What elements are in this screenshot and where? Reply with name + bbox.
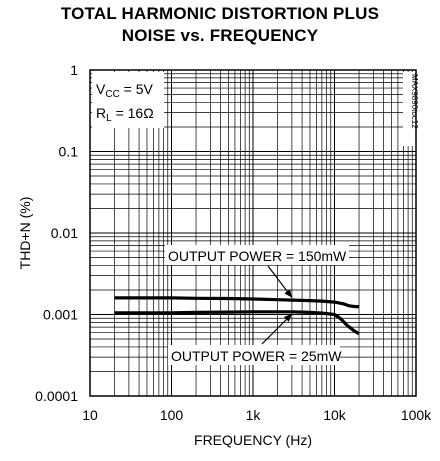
y-axis-label: THD+N (%) <box>17 197 33 270</box>
annotation-arrows <box>261 265 293 345</box>
plot-frame <box>89 69 417 397</box>
annotation-150mw-bg <box>165 245 349 265</box>
doc-id-bg <box>403 72 415 146</box>
x-tick-label: 100k <box>401 407 432 423</box>
y-tick-label: 1 <box>70 62 78 78</box>
x-tick-label: 1k <box>246 407 262 423</box>
doc-id: MAX9890toc12 <box>410 74 419 129</box>
x-tick-label: 10 <box>82 407 98 423</box>
y-tick-label: 0.001 <box>43 307 78 323</box>
x-axis-label: FREQUENCY (Hz) <box>194 432 312 448</box>
conditions-box <box>92 72 164 128</box>
arrow-150mw-head <box>284 289 292 298</box>
chart-title-line2: NOISE vs. FREQUENCY <box>121 26 319 45</box>
y-tick-label: 0.0001 <box>35 388 78 404</box>
x-tick-label: 10k <box>323 407 347 423</box>
annotation-25mw-bg <box>168 345 340 365</box>
chart-title-line1: TOTAL HARMONIC DISTORTION PLUS <box>60 4 380 23</box>
series-line-0 <box>114 296 359 309</box>
rl-condition: RL = 16Ω <box>96 105 154 124</box>
annotation-25mw: OUTPUT POWER = 25mW <box>171 348 342 364</box>
y-tick-label: 0.1 <box>59 144 79 160</box>
arrow-25mw-head <box>283 313 292 322</box>
series-group <box>114 296 360 336</box>
x-tick-label: 100 <box>160 407 184 423</box>
annotation-150mw: OUTPUT POWER = 150mW <box>168 248 347 264</box>
tick-labels: 10 100 1k 10k 100k 1 0.1 0.01 0.001 0.0001 <box>35 62 432 423</box>
series-line-1 <box>114 310 360 336</box>
vcc-condition: VCC = 5V <box>96 81 154 100</box>
y-tick-label: 0.01 <box>51 225 78 241</box>
